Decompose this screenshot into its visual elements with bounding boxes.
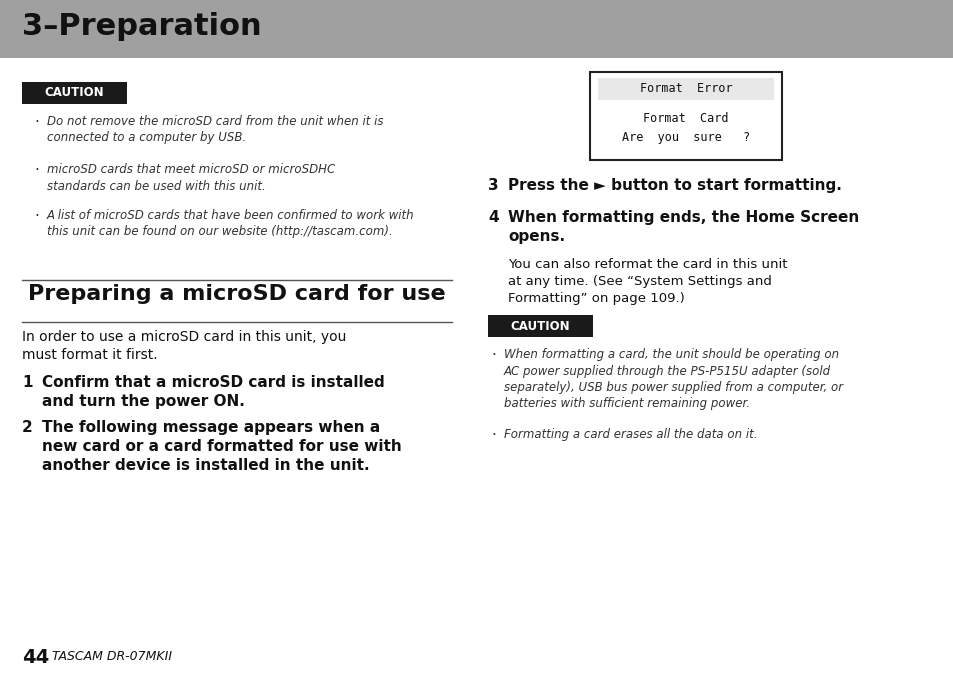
- Text: Formatting a card erases all the data on it.: Formatting a card erases all the data on…: [503, 428, 757, 441]
- Text: Do not remove the microSD card from the unit when it is
connected to a computer : Do not remove the microSD card from the …: [47, 115, 383, 144]
- Text: Press the ► button to start formatting.: Press the ► button to start formatting.: [507, 178, 841, 193]
- Bar: [598, 78, 773, 100]
- Bar: [589, 72, 781, 160]
- Text: ·: ·: [34, 209, 39, 224]
- Bar: [0, 0, 953, 58]
- Text: CAUTION: CAUTION: [45, 86, 104, 99]
- Text: 1: 1: [22, 375, 32, 390]
- Text: 3: 3: [488, 178, 498, 193]
- Text: 44: 44: [22, 648, 50, 667]
- Text: A list of microSD cards that have been confirmed to work with
this unit can be f: A list of microSD cards that have been c…: [47, 209, 415, 238]
- Text: The following message appears when a
new card or a card formatted for use with
a: The following message appears when a new…: [42, 420, 401, 473]
- Text: When formatting ends, the Home Screen
opens.: When formatting ends, the Home Screen op…: [507, 210, 859, 244]
- Text: You can also reformat the card in this unit
at any time. (See “System Settings a: You can also reformat the card in this u…: [507, 258, 786, 305]
- Text: Preparing a microSD card for use: Preparing a microSD card for use: [28, 284, 445, 304]
- Text: 3–Preparation: 3–Preparation: [22, 12, 261, 41]
- Text: 4: 4: [488, 210, 498, 225]
- Text: In order to use a microSD card in this unit, you
must format it first.: In order to use a microSD card in this u…: [22, 330, 346, 362]
- Text: ·: ·: [34, 163, 39, 178]
- Text: 2: 2: [22, 420, 32, 435]
- Text: TASCAM DR-07MKII: TASCAM DR-07MKII: [52, 650, 172, 663]
- Bar: [488, 315, 593, 337]
- Bar: [22, 82, 127, 104]
- Text: CAUTION: CAUTION: [510, 319, 570, 333]
- Text: When formatting a card, the unit should be operating on
AC power supplied throug: When formatting a card, the unit should …: [503, 348, 842, 410]
- Text: Format  Error: Format Error: [639, 82, 732, 95]
- Text: Are  you  sure   ?: Are you sure ?: [621, 132, 749, 144]
- Text: ·: ·: [491, 428, 496, 443]
- Text: microSD cards that meet microSD or microSDHC
standards can be used with this uni: microSD cards that meet microSD or micro…: [47, 163, 335, 192]
- Text: Confirm that a microSD card is installed
and turn the power ON.: Confirm that a microSD card is installed…: [42, 375, 384, 409]
- Text: Format  Card: Format Card: [642, 111, 728, 124]
- Bar: [22, 281, 452, 319]
- Text: ·: ·: [34, 115, 39, 130]
- Text: ·: ·: [491, 348, 496, 363]
